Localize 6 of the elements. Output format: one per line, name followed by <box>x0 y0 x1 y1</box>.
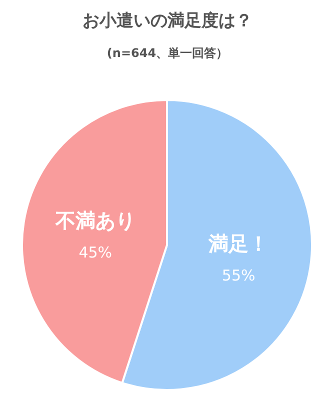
chart-subtitle: (n=644、単一回答） <box>106 46 228 60</box>
slice-label: 不満あり <box>54 208 136 233</box>
data-label: 55% <box>222 266 256 284</box>
data-label: 45% <box>78 244 112 262</box>
slice-label: 満足！ <box>208 231 269 256</box>
chart-title: お小遣いの満足度は？ <box>82 11 252 31</box>
